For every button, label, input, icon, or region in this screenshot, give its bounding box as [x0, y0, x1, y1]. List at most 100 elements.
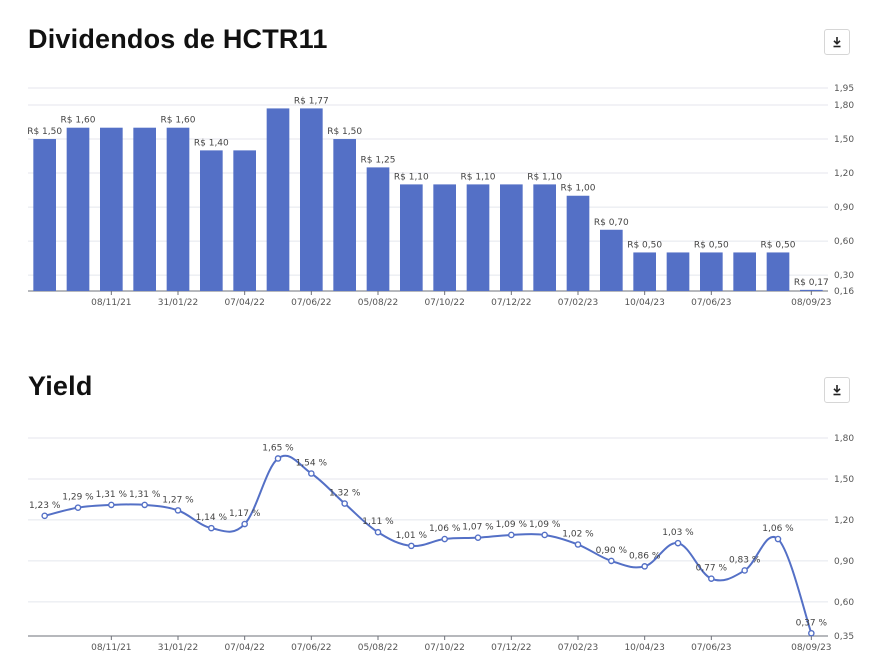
bar-value-label: R$ 0,50: [627, 240, 662, 250]
data-point: [474, 534, 482, 541]
data-point: [808, 629, 815, 637]
x-tick-label: 07/10/22: [424, 298, 464, 308]
bar-value-label: R$ 1,40: [194, 138, 229, 148]
y-tick-label: 0,90: [834, 557, 854, 567]
point-value-label: 1,17 %: [229, 509, 261, 519]
dividend-chart-title: Dividendos de HCTR11: [28, 24, 328, 54]
point-value-label: 1,06 %: [762, 524, 794, 534]
bar: [366, 167, 390, 291]
x-tick-label: 07/02/23: [558, 298, 598, 308]
data-point: [274, 455, 282, 462]
bar: [800, 289, 823, 291]
bar-value-label: R$ 1,60: [161, 116, 196, 126]
x-tick-label: 10/04/23: [624, 643, 664, 653]
x-tick-label: 07/10/22: [424, 643, 464, 653]
bar: [766, 252, 790, 291]
point-value-label: 1,31 %: [96, 490, 128, 500]
x-tick-label: 08/11/21: [91, 643, 131, 653]
yield-series-line: [44, 454, 813, 634]
point-value-label: 1,31 %: [129, 490, 161, 500]
point-value-label: 1,23 %: [29, 501, 61, 511]
point-value-label: 1,01 %: [396, 531, 428, 541]
x-tick-label: 07/06/23: [691, 298, 731, 308]
bar-value-label: R$ 1,60: [61, 116, 96, 126]
y-tick-label: 0,30: [834, 271, 854, 281]
data-point: [441, 535, 448, 543]
bar: [333, 139, 356, 291]
y-tick-label: 1,50: [834, 475, 854, 485]
bar: [433, 184, 456, 291]
x-tick-label: 07/02/23: [558, 643, 598, 653]
data-point: [341, 500, 348, 507]
dividend-bar-chart: 0,160,300,600,901,201,501,801,95R$ 1,50R…: [27, 84, 854, 308]
y-tick-label: 0,60: [834, 598, 854, 608]
point-value-label: 1,09 %: [529, 520, 561, 530]
x-tick-label: 31/01/22: [158, 643, 198, 653]
data-point: [108, 501, 115, 509]
point-value-label: 0,86 %: [629, 551, 661, 561]
bar: [733, 252, 756, 291]
point-value-label: 1,65 %: [262, 443, 294, 453]
download-dividend-chart-button[interactable]: [824, 29, 850, 55]
y-tick-label: 1,80: [834, 434, 854, 444]
y-tick-label: 1,50: [834, 135, 854, 145]
bar-value-label: R$ 1,10: [527, 172, 562, 182]
y-tick-label: 1,20: [834, 516, 854, 526]
point-value-label: 1,02 %: [562, 530, 594, 540]
bar: [533, 184, 556, 291]
x-tick-label: 08/09/23: [791, 298, 831, 308]
point-value-label: 1,14 %: [196, 513, 228, 523]
bar: [166, 127, 190, 291]
x-tick-label: 08/09/23: [791, 643, 831, 653]
bar-value-label: R$ 1,50: [327, 127, 362, 137]
yield-line-chart: 0,350,600,901,201,501,801,23 %1,29 % 1,31…: [28, 434, 854, 653]
bar-value-label: R$ 0,50: [694, 240, 729, 250]
point-value-label: 0,83 %: [729, 555, 761, 565]
bar: [200, 150, 223, 291]
point-value-label: 1,07 %: [462, 523, 494, 533]
y-tick-label: 0,35: [834, 632, 854, 642]
data-point: [774, 535, 782, 543]
bar-value-label: R$ 1,10: [394, 172, 429, 182]
point-value-label: 1,32 %: [329, 489, 361, 499]
bar: [566, 195, 590, 291]
data-point: [208, 524, 215, 532]
bar-value-label: R$ 1,25: [361, 155, 396, 165]
bar-value-label: R$ 0,50: [761, 240, 796, 250]
x-tick-label: 07/04/22: [224, 643, 264, 653]
y-tick-label: 1,20: [834, 169, 854, 179]
point-value-label: 1,27 %: [162, 495, 194, 505]
point-value-label: 1,29 %: [62, 493, 94, 503]
x-tick-label: 05/08/22: [358, 643, 398, 653]
bar: [600, 229, 623, 291]
download-yield-chart-button[interactable]: [824, 377, 850, 403]
point-value-label: 1,03 %: [662, 528, 694, 538]
bar: [500, 184, 523, 291]
bar: [400, 184, 423, 291]
data-point: [308, 470, 315, 477]
data-point: [241, 520, 248, 528]
data-point: [608, 557, 615, 565]
x-tick-label: 08/11/21: [91, 298, 131, 308]
point-value-label: 0,77 %: [696, 564, 728, 574]
data-point: [41, 512, 48, 520]
data-point: [541, 531, 548, 539]
x-tick-label: 07/04/22: [224, 298, 264, 308]
point-value-label: 1,09 %: [496, 520, 528, 530]
bar: [233, 150, 256, 291]
x-tick-label: 10/04/23: [624, 298, 664, 308]
x-tick-label: 31/01/22: [158, 298, 198, 308]
y-tick-label: 1,80: [834, 101, 854, 111]
bar: [666, 252, 690, 291]
bar: [133, 127, 156, 291]
bar-value-label: R$ 1,00: [561, 184, 596, 194]
data-point: [141, 501, 148, 509]
y-tick-label: 0,16: [834, 287, 854, 297]
x-tick-label: 05/08/22: [358, 298, 398, 308]
y-tick-label: 0,90: [834, 203, 854, 213]
bar-value-label: R$ 1,10: [461, 172, 496, 182]
data-point: [574, 541, 582, 548]
bar: [33, 139, 56, 291]
data-point: [508, 531, 515, 539]
bar: [633, 252, 656, 291]
